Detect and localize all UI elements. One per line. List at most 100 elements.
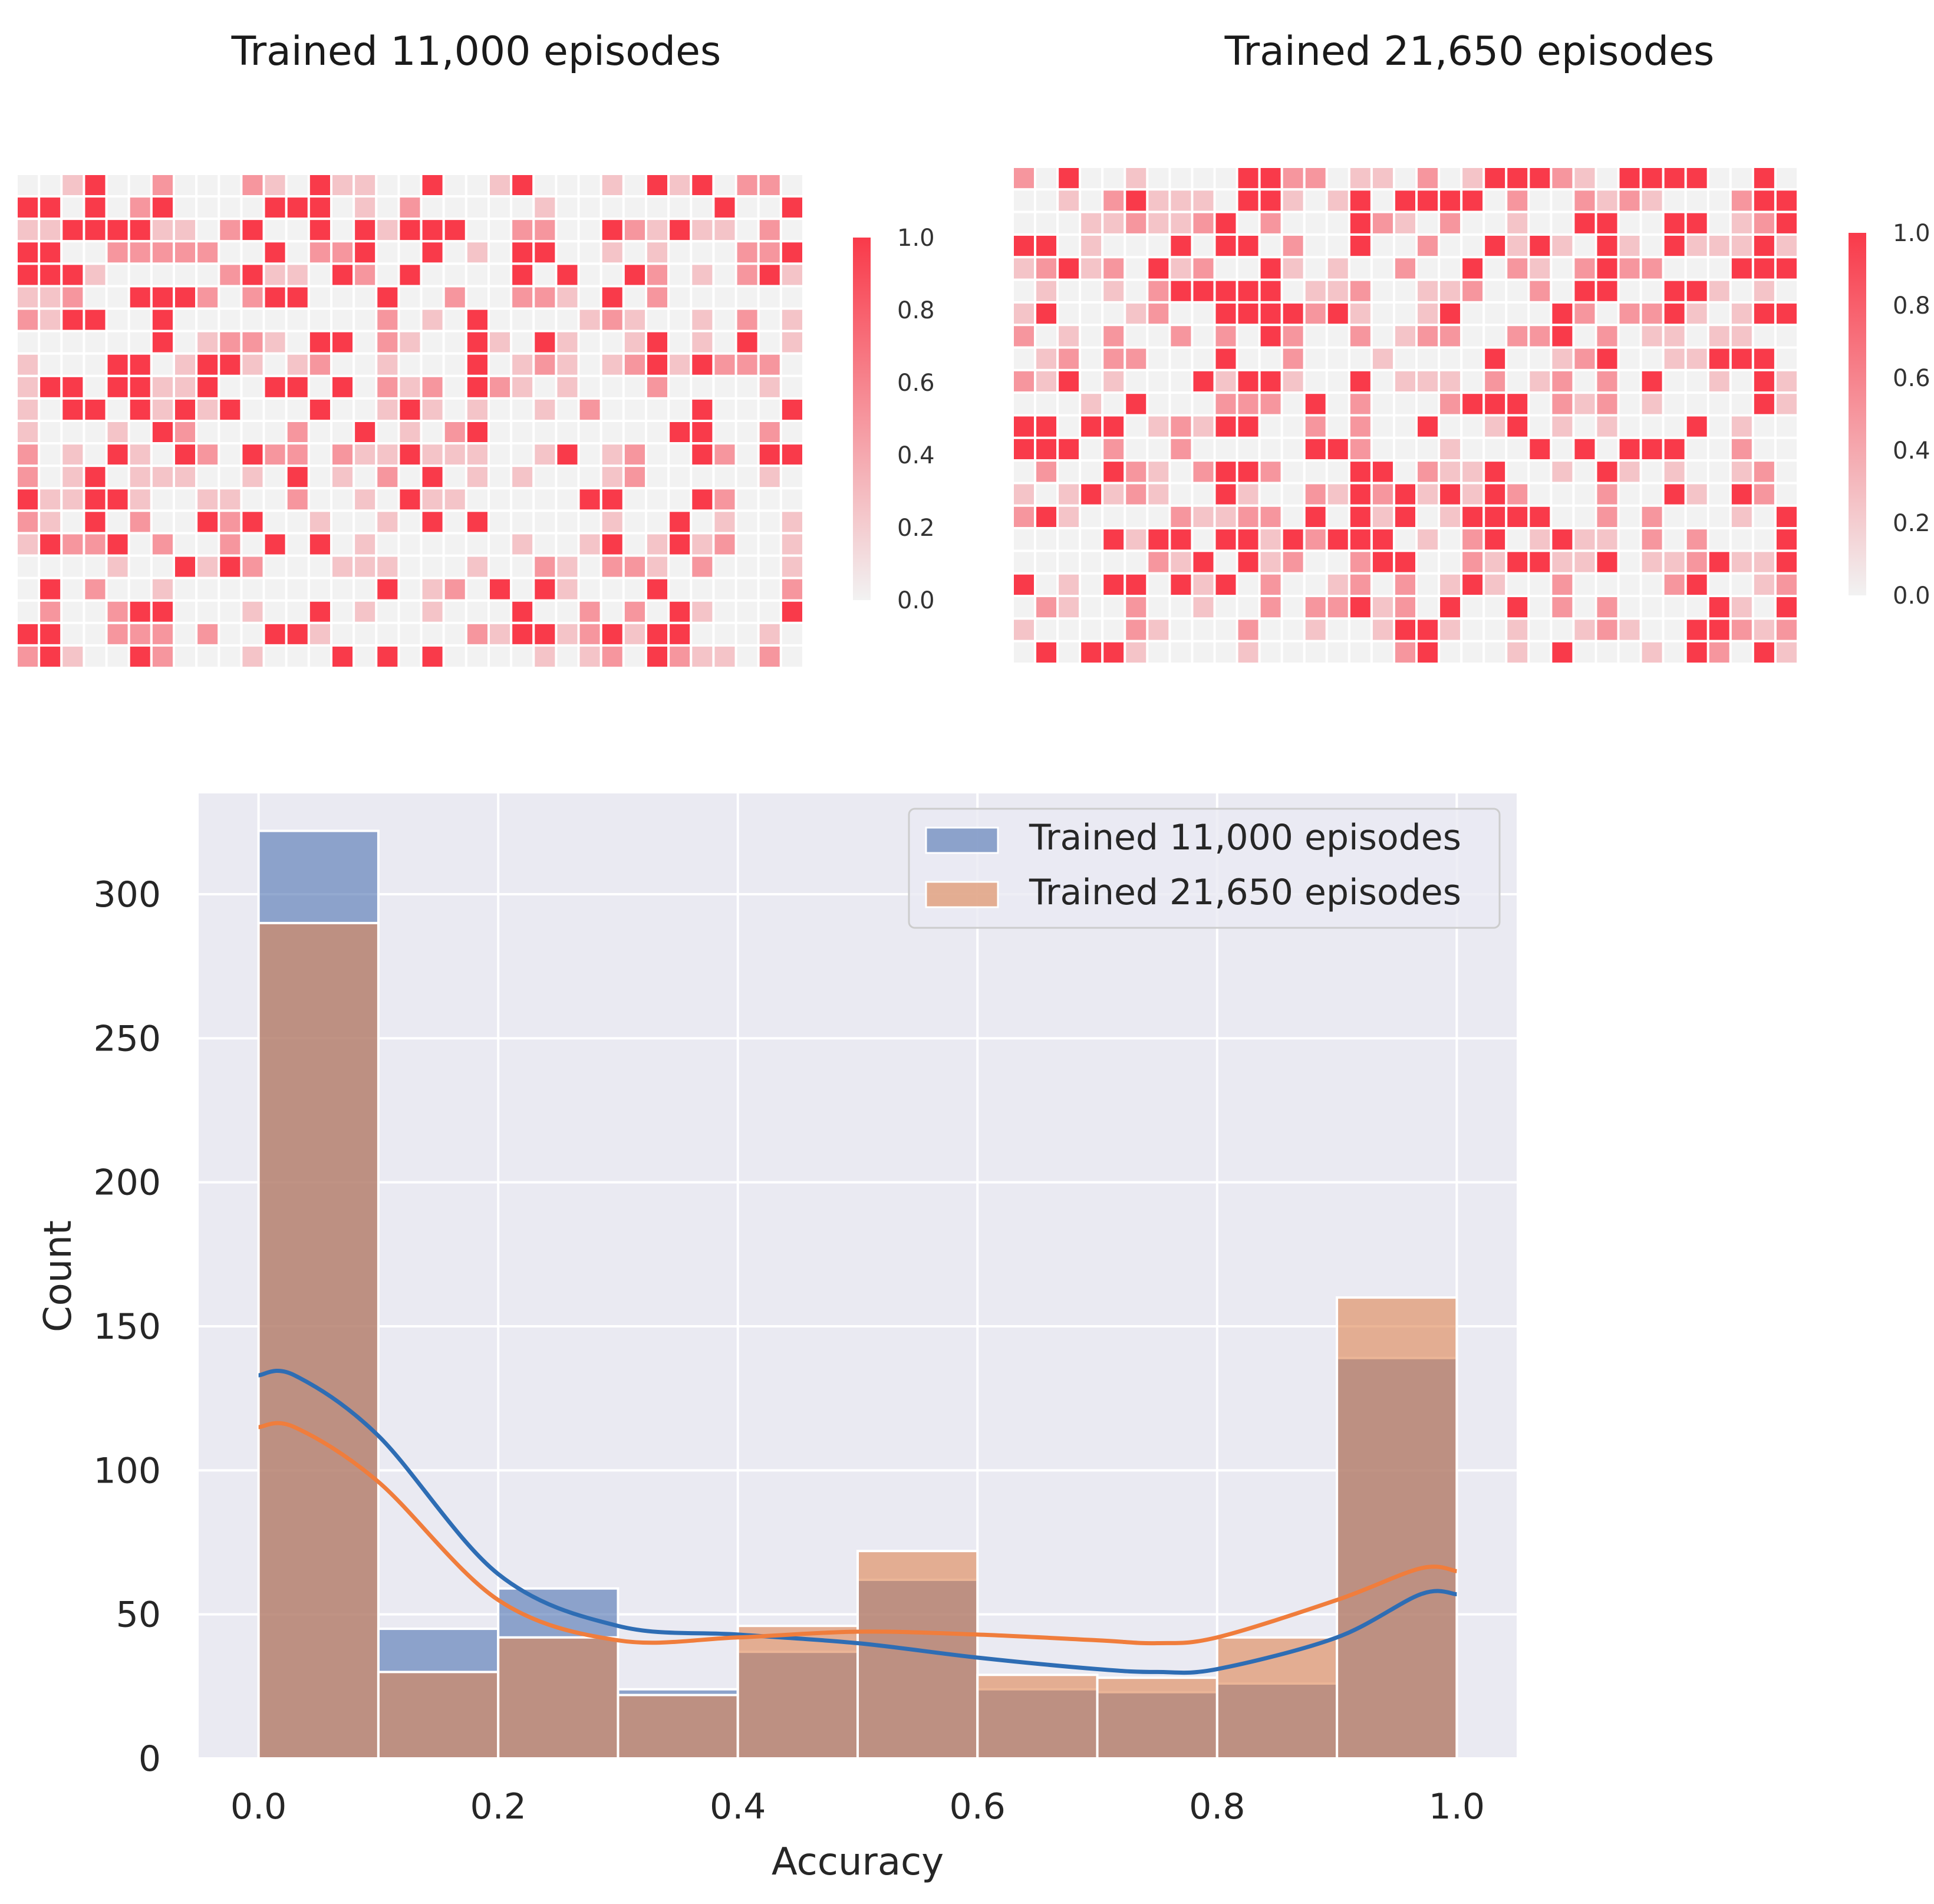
heatmap-cell [240, 374, 265, 400]
heatmap-cell [262, 285, 288, 310]
heatmap-cell [464, 374, 490, 400]
heatmap-cell [712, 285, 737, 310]
heatmap-cell [307, 330, 332, 355]
heatmap-cell [1751, 617, 1777, 643]
heatmap-cell [1572, 549, 1597, 575]
heatmap-cell [1012, 572, 1037, 598]
heatmap-cell [1079, 549, 1104, 575]
heatmap-cell [38, 307, 63, 332]
heatmap-cell [375, 374, 400, 400]
heatmap-cell [1527, 504, 1553, 530]
heatmap-cell [240, 397, 265, 423]
heatmap-cell [1280, 188, 1306, 213]
heatmap-cell [1191, 504, 1216, 530]
heatmap-cell [1460, 414, 1485, 439]
heatmap-cell [150, 420, 176, 445]
heatmap-cell [1280, 210, 1306, 236]
heatmap-cell [1438, 504, 1463, 530]
heatmap-cell [1438, 256, 1463, 281]
heatmap-cell [285, 374, 310, 400]
heatmap-cell [127, 577, 153, 602]
heatmap-cell [1012, 459, 1037, 485]
heatmap-cell [83, 509, 108, 535]
heatmap-cell [555, 397, 580, 423]
heatmap-2-colorbar: 0.00.20.40.60.81.0 [1849, 220, 1930, 610]
heatmap-cell [1079, 391, 1104, 417]
heatmap-cell [734, 330, 760, 355]
heatmap-cell [1213, 346, 1238, 371]
heatmap-cell [83, 621, 108, 647]
heatmap-cell [1482, 210, 1508, 236]
heatmap-cell [1684, 301, 1709, 327]
heatmap-cell [262, 420, 288, 445]
heatmap-cell [1662, 301, 1687, 327]
heatmap-cell [690, 532, 715, 557]
heatmap-cell [1012, 595, 1037, 620]
heatmap-cell [83, 195, 108, 220]
heatmap-cell [1168, 504, 1194, 530]
heatmap-cell [173, 577, 198, 602]
heatmap-cell [1325, 301, 1350, 327]
heatmap-cell [690, 577, 715, 602]
heatmap-cell [487, 285, 513, 310]
heatmap-cell [352, 285, 378, 310]
heatmap-cell [1124, 482, 1149, 507]
heatmap-cell [1146, 572, 1171, 598]
heatmap-cell [38, 352, 63, 377]
heatmap-cell [1550, 527, 1575, 552]
heatmap-cell [1101, 595, 1126, 620]
heatmap-cell [1370, 188, 1395, 213]
heatmap-cell [105, 554, 130, 579]
heatmap-cell [1124, 324, 1149, 349]
heatmap-cell [734, 285, 760, 310]
heatmap-cell [1460, 278, 1485, 304]
heatmap-cell [1303, 256, 1328, 281]
heatmap-cell [779, 442, 805, 467]
heatmap-cell [1235, 549, 1261, 575]
heatmap-cell [510, 285, 535, 310]
heatmap-cell [240, 218, 265, 243]
heatmap-cell [173, 285, 198, 310]
heatmap-cell [375, 532, 400, 557]
heatmap-cell [1594, 233, 1620, 259]
heatmap-cell [555, 330, 580, 355]
heatmap-cell [218, 420, 243, 445]
heatmap-cell [1572, 617, 1597, 643]
heatmap-cell [127, 374, 153, 400]
x-tick-label: 0.8 [1189, 1786, 1245, 1827]
heatmap-cell [1303, 210, 1328, 236]
heatmap-cell [105, 374, 130, 400]
heatmap-cell [375, 352, 400, 377]
heatmap-cell [442, 240, 467, 265]
heatmap-cell [599, 487, 625, 512]
heatmap-cell [1706, 436, 1732, 462]
heatmap-cell [1639, 368, 1665, 394]
heatmap-cell [1639, 188, 1665, 213]
heatmap-cell [1213, 166, 1238, 191]
heatmap-cell [690, 218, 715, 243]
heatmap-cell [1415, 549, 1441, 575]
heatmap-cell [1482, 414, 1508, 439]
heatmap-cell [622, 599, 648, 624]
heatmap-cell [1347, 595, 1373, 620]
heatmap-cell [1235, 504, 1261, 530]
heatmap-cell [510, 173, 535, 198]
heatmap-cell [105, 465, 130, 490]
heatmap-cell [1684, 549, 1709, 575]
heatmap-cell [1303, 278, 1328, 304]
heatmap-cell [1056, 640, 1082, 665]
heatmap-cell [127, 442, 153, 467]
heatmap-cell [1662, 256, 1687, 281]
heatmap-cell [532, 173, 558, 198]
heatmap-cell [1706, 482, 1732, 507]
heatmap-cell [667, 195, 693, 220]
heatmap-cell [1280, 549, 1306, 575]
heatmap-cell [83, 352, 108, 377]
histogram-bar [497, 1636, 620, 1760]
heatmap-cell [218, 285, 243, 310]
heatmap-cell [1124, 278, 1149, 304]
heatmap-cell [1370, 301, 1395, 327]
heatmap-cell [712, 240, 737, 265]
heatmap-cell [734, 487, 760, 512]
heatmap-cell [1527, 188, 1553, 213]
